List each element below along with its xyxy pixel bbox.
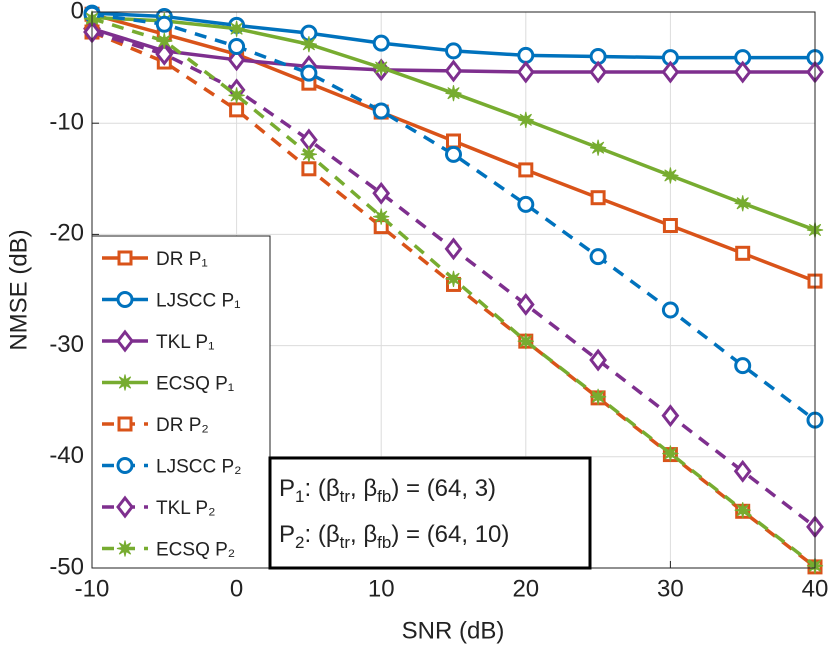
y-tick-label: -20 [49, 220, 84, 247]
annotation: P2: (βtr, βfb) = (64, 10) [279, 521, 509, 552]
marker [227, 48, 246, 72]
y-tick-label: -10 [49, 109, 84, 136]
marker [516, 293, 535, 316]
marker [516, 60, 535, 84]
marker [155, 15, 173, 33]
marker [517, 111, 534, 129]
marker [444, 237, 463, 261]
marker [228, 87, 245, 104]
marker [373, 208, 390, 225]
marker [300, 36, 318, 53]
marker [445, 85, 462, 102]
annotation-part: ) = (64, 10) [391, 521, 509, 548]
marker [155, 42, 174, 66]
annotation-part: fb [377, 487, 391, 506]
marker [445, 42, 462, 60]
y-axis-label: NMSE (dB) [5, 229, 32, 350]
legend-label: ECSQ P₁ [156, 374, 234, 395]
marker [589, 388, 607, 405]
x-tick-label: 30 [657, 575, 684, 602]
marker [734, 195, 751, 212]
marker [733, 60, 752, 84]
marker [373, 59, 390, 76]
legend-label: LJSCC P₂ [156, 457, 242, 478]
annotation-part: tr [340, 533, 351, 552]
x-tick-label: 0 [230, 575, 243, 602]
legend-label: TKL P₂ [156, 498, 215, 519]
marker [589, 348, 608, 372]
marker [229, 102, 245, 118]
marker [446, 133, 461, 149]
marker [590, 190, 606, 206]
annotation-part: , β [350, 475, 377, 502]
annotation-part: 1 [295, 487, 304, 506]
marker [445, 145, 462, 163]
marker [589, 60, 608, 84]
x-tick-label: 20 [512, 575, 539, 602]
x-tick-label: 10 [368, 575, 395, 602]
marker [589, 139, 607, 156]
annotation-part: : (β [304, 521, 339, 548]
y-tick-label: -40 [49, 442, 84, 469]
legend-marker [116, 457, 134, 474]
y-tick-label: -50 [49, 553, 84, 580]
marker [589, 248, 607, 266]
legend-marker [116, 374, 134, 391]
annotation-part: fb [377, 533, 391, 552]
annotation-part: 2 [295, 533, 304, 552]
legend-marker [116, 329, 134, 353]
legend-marker [116, 291, 134, 308]
marker [518, 162, 534, 178]
marker [662, 218, 678, 234]
marker [517, 333, 534, 350]
marker [735, 245, 751, 261]
annotation: P1: (βtr, βfb) = (64, 3) [279, 475, 496, 506]
marker [662, 445, 679, 462]
annotation-part: : (β [304, 475, 339, 502]
marker [372, 34, 390, 52]
marker [372, 181, 391, 205]
marker [661, 60, 680, 84]
legend-label: LJSCC P₁ [156, 291, 241, 312]
marker [300, 146, 318, 163]
marker [661, 404, 680, 428]
marker [228, 20, 245, 37]
marker [228, 37, 246, 55]
legend-label: DR P₁ [156, 249, 208, 270]
y-tick-label: 0 [71, 0, 84, 24]
annotation-part: ) = (64, 3) [391, 475, 496, 502]
legend-marker [116, 540, 134, 557]
legend-label: TKL P₁ [156, 332, 215, 353]
legend-label: ECSQ P₂ [156, 540, 235, 561]
legend-marker [117, 250, 133, 266]
marker [517, 195, 535, 213]
annotation-part: , β [350, 521, 377, 548]
marker [444, 59, 463, 83]
x-tick-label: -10 [75, 575, 110, 602]
annotation-part: P [279, 475, 295, 502]
marker [734, 357, 752, 375]
marker [301, 161, 317, 177]
marker [662, 167, 679, 184]
annotation-box [268, 456, 592, 570]
marker [372, 102, 390, 120]
legend-marker [116, 495, 134, 519]
marker [156, 32, 173, 50]
marker [517, 46, 535, 64]
legend-label: DR P₂ [156, 415, 209, 436]
legend-marker [117, 416, 133, 432]
y-tick-label: -30 [49, 331, 84, 358]
annotation-part: tr [340, 487, 351, 506]
marker [300, 64, 318, 82]
marker [733, 459, 752, 483]
marker [445, 270, 462, 288]
x-tick-label: 40 [802, 575, 829, 602]
marker [661, 301, 679, 319]
marker [734, 502, 751, 519]
x-axis-label: SNR (dB) [402, 617, 505, 644]
annotation-part: P [279, 521, 295, 548]
